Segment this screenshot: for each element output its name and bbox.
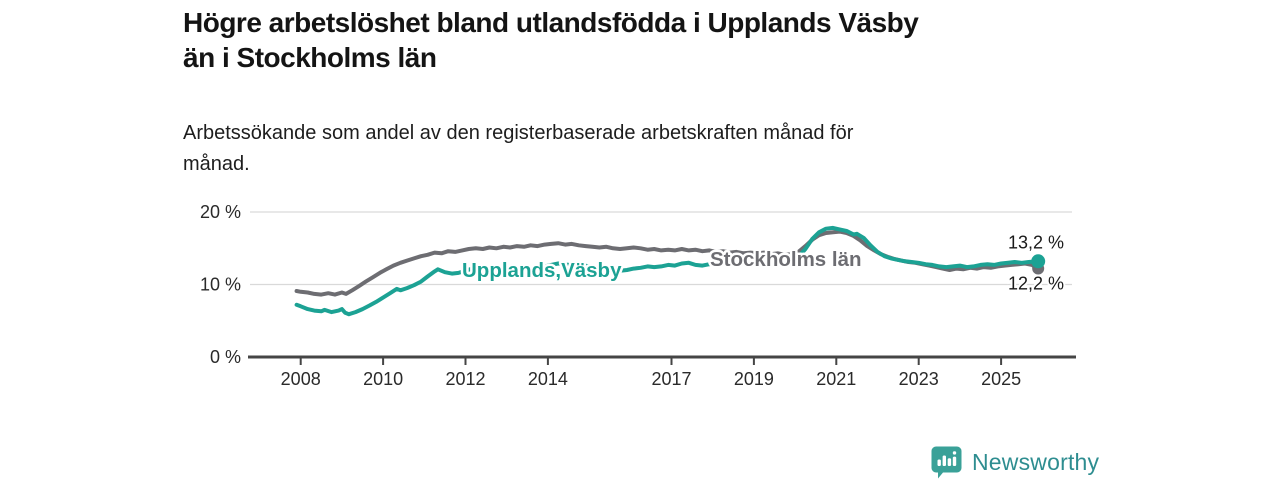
y-tick-label: 0 % [210, 347, 241, 367]
chart-title-line-2: än i Stockholms län [183, 42, 437, 73]
chart-subtitle: Arbetssökande som andel av den registerb… [183, 118, 1043, 180]
chart-title-line-1: Högre arbetslöshet bland utlandsfödda i … [183, 7, 919, 38]
x-tick-label: 2012 [445, 369, 485, 389]
y-tick-label: 10 % [200, 275, 241, 295]
x-tick-label: 2017 [651, 369, 691, 389]
series-inline-label: Upplands,Väsby [462, 259, 622, 282]
series-inline-label: Stockholms län [710, 248, 862, 271]
chart-title: Högre arbetslöshet bland utlandsfödda i … [183, 5, 1143, 75]
x-tick-label: 2019 [734, 369, 774, 389]
x-tick-label: 2023 [899, 369, 939, 389]
series-end-value-label: 12,2 % [1008, 274, 1064, 294]
chart-subtitle-line-1: Arbetssökande som andel av den registerb… [183, 122, 854, 144]
series-end-value-label: 13,2 % [1008, 232, 1064, 252]
y-tick-label: 20 % [200, 202, 241, 222]
x-tick-label: 2025 [981, 369, 1021, 389]
x-tick-label: 2014 [528, 369, 568, 389]
newsworthy-brand-text: Newsworthy [972, 448, 1100, 475]
newsworthy-brand-link[interactable]: Newsworthy [930, 444, 1099, 480]
x-tick-label: 2008 [281, 369, 321, 389]
series-line-upplands-vasby [294, 225, 1041, 317]
chart-subtitle-line-2: månad. [183, 153, 250, 175]
series-endpoint-dot [1031, 254, 1046, 269]
newsworthy-logo-icon [931, 446, 962, 478]
x-tick-label: 2010 [363, 369, 403, 389]
x-tick-label: 2021 [816, 369, 856, 389]
